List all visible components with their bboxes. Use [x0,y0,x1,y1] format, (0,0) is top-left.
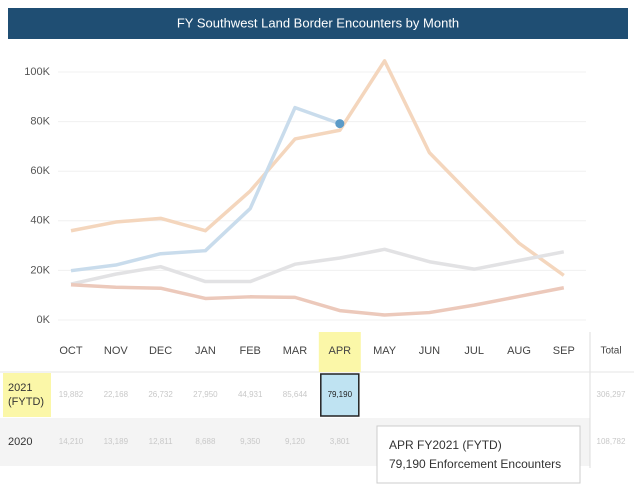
cell: 13,189 [104,437,129,446]
x-tick-label: SEP [553,345,575,357]
total-header: Total [600,346,621,357]
cell: 44,931 [238,390,263,399]
selected-column [318,332,361,372]
cell: 85,644 [283,390,308,399]
cell: 27,950 [193,390,218,399]
cell: 9,120 [285,437,306,446]
x-tick-label: AUG [507,345,531,357]
cell: 26,732 [148,390,173,399]
y-tick-label: 100K [24,66,50,78]
selected-cell [320,373,360,417]
cell: 79,190 [328,390,353,399]
x-tick-label: APR [328,345,351,357]
cell: 3,801 [330,437,351,446]
series-line [70,105,341,273]
series-line [70,247,565,286]
row-highlight [3,373,51,417]
y-tick-label: 20K [30,264,50,276]
y-tick-label: 60K [30,165,50,177]
selected-point [335,119,345,129]
cell: 12,811 [149,437,173,446]
x-tick-label: NOV [104,345,129,357]
row-label: 2020 [8,436,33,448]
title-bar [8,8,628,39]
x-tick-label: DEC [149,345,172,357]
cell: 9,350 [240,437,261,446]
y-tick-label: 80K [30,116,50,128]
tooltip-title: APR FY2021 (FYTD) [389,438,502,452]
x-tick-label: JAN [195,345,216,357]
tooltip-body: 79,190 Enforcement Encounters [389,457,561,471]
x-tick-label: MAR [283,345,308,357]
x-tick-label: FEB [239,345,260,357]
x-tick-label: JUL [464,345,484,357]
x-tick-label: OCT [59,345,83,357]
cell: 19,882 [59,390,84,399]
row-total: 306,297 [597,390,626,399]
cell: 22,168 [104,390,129,399]
x-tick-label: JUN [419,345,440,357]
tooltip-box [376,425,581,484]
chart-title: FY Southwest Land Border Encounters by M… [177,15,459,30]
cell: 14,210 [59,437,84,446]
cell: 8,688 [195,437,216,446]
series-line [70,283,565,317]
series-line [70,59,565,277]
row-total: 108,782 [597,437,626,446]
row-label: 2021 (FYTD) [8,382,45,408]
y-tick-label: 40K [30,215,50,227]
y-tick-label: 0K [37,314,51,326]
x-tick-label: MAY [373,345,397,357]
